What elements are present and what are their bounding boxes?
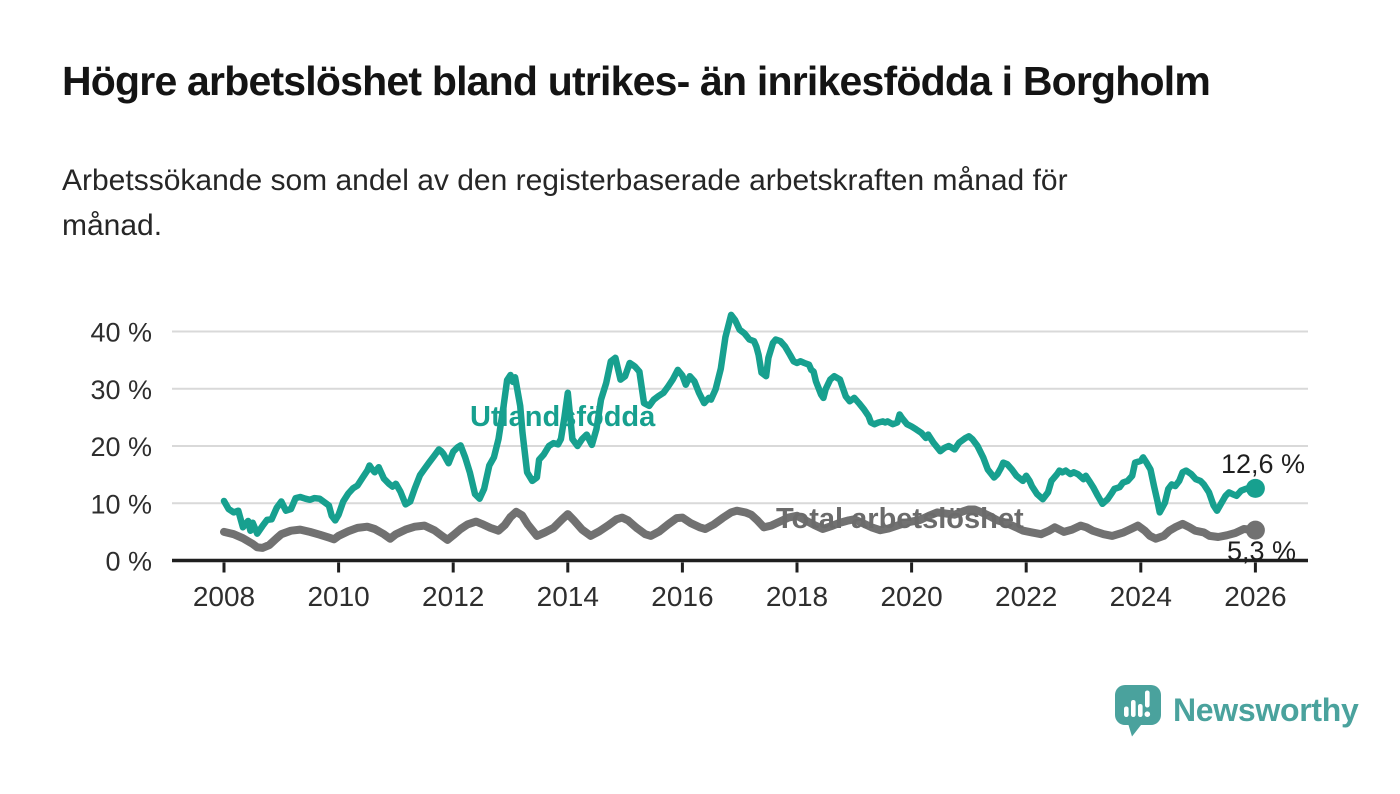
- x-tick-label: 2022: [995, 581, 1057, 612]
- end-value-label-total-arbetsloshet: 5,3 %: [1227, 536, 1297, 566]
- y-tick-label: 20 %: [90, 432, 152, 462]
- x-tick-label: 2012: [422, 581, 484, 612]
- series-line-utlandsfodda: [220, 311, 1259, 537]
- newsworthy-logo: Newsworthy: [1113, 683, 1359, 738]
- x-tick-label: 2010: [307, 581, 369, 612]
- newsworthy-logo-icon: [1115, 685, 1161, 737]
- y-tick-label: 10 %: [90, 489, 152, 519]
- x-tick-label: 2020: [880, 581, 942, 612]
- logo-bar-2: [1131, 700, 1136, 717]
- series-end-dot-utlandsfodda: [1245, 478, 1265, 498]
- y-tick-label: 40 %: [90, 318, 152, 348]
- series-line-total-arbetsloshet: [220, 505, 1260, 552]
- x-tick-label: 2008: [193, 581, 255, 612]
- x-tick-label: 2026: [1224, 581, 1286, 612]
- chart-subtitle-line2: månad.: [62, 209, 163, 242]
- newsworthy-logo-text: Newsworthy: [1173, 692, 1359, 728]
- y-tick-label: 30 %: [90, 375, 152, 405]
- end-value-label-utlandsfodda: 12,6 %: [1221, 449, 1306, 479]
- logo-exclamation-dot: [1144, 711, 1151, 717]
- x-tick-label: 2014: [537, 581, 599, 612]
- chart-subtitle-line1: Arbetssökande som andel av den registerb…: [62, 164, 1068, 197]
- y-tick-label: 0 %: [105, 547, 152, 577]
- chart-title: Högre arbetslöshet bland utrikes- än inr…: [62, 58, 1211, 104]
- logo-bar-3: [1138, 704, 1143, 717]
- chart-subtitle: Arbetssökande som andel av den registerb…: [62, 158, 1312, 248]
- logo-bar-1: [1124, 706, 1129, 717]
- x-tick-label: 2018: [766, 581, 828, 612]
- series-end-dot-total-arbetsloshet: [1245, 520, 1265, 540]
- logo-exclamation-bar: [1145, 690, 1150, 708]
- x-tick-label: 2016: [651, 581, 713, 612]
- x-tick-label: 2024: [1110, 581, 1172, 612]
- series-label-total-arbetsloshet: Total arbetslöshet: [776, 503, 1024, 535]
- series-label-utlandsfodda: Utlandsfödda: [470, 401, 656, 433]
